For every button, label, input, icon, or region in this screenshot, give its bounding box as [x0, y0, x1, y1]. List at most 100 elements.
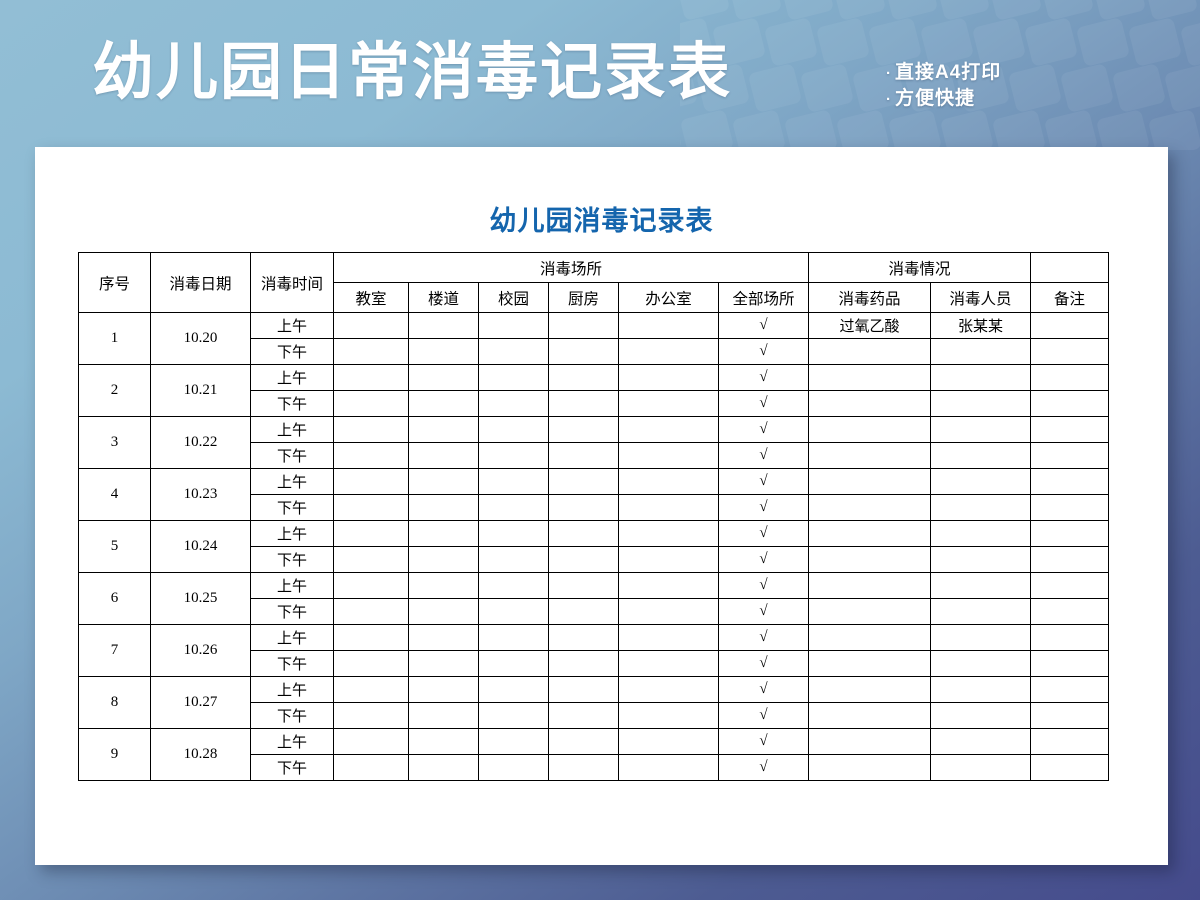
cell-date: 10.24 [150, 520, 251, 573]
cell-time-am: 上午 [250, 364, 334, 391]
table-body: 1 10.20 上午 √ 过氧乙酸 张某某 下午 √ 2 10.21 上午 √ 下午 √ 3 10.22 上午 √… [78, 312, 1110, 781]
cell-note [1030, 416, 1110, 443]
document-page: 幼儿园消毒记录表 序号 消毒日期 消毒时间 消毒场所 消毒情况 教室 楼道 校园… [35, 147, 1168, 865]
cell-office [618, 702, 719, 729]
cell-all-places: √ [717, 494, 810, 521]
cell-date: 10.28 [150, 728, 251, 781]
cell-date: 10.27 [150, 676, 251, 729]
cell-all-places: √ [717, 364, 810, 391]
keyboard-texture-decoration [680, 0, 1200, 150]
cell-staff [930, 546, 1032, 573]
cell-campus [478, 650, 549, 677]
cell-all-places: √ [717, 650, 810, 677]
cell-all-places: √ [717, 754, 810, 781]
cell-office [618, 676, 719, 703]
cell-kitchen [548, 650, 619, 677]
cell-classroom [333, 364, 409, 391]
cell-time-am: 上午 [250, 676, 334, 703]
table-row: 1 10.20 上午 √ 过氧乙酸 张某某 [78, 312, 1110, 365]
header-agent: 消毒药品 [808, 282, 932, 313]
cell-hallway [408, 364, 479, 391]
cell-time-am: 上午 [250, 728, 334, 755]
cell-classroom [333, 468, 409, 495]
header-date: 消毒日期 [150, 252, 251, 313]
cell-kitchen [548, 728, 619, 755]
header-seq: 序号 [78, 252, 151, 313]
cell-hallway [408, 728, 479, 755]
cell-agent [808, 442, 932, 469]
cell-seq: 4 [78, 468, 151, 521]
header-all-places: 全部场所 [717, 282, 810, 313]
cell-classroom [333, 390, 409, 417]
cell-classroom [333, 624, 409, 651]
cell-date: 10.20 [150, 312, 251, 365]
cell-hallway [408, 390, 479, 417]
cell-office [618, 494, 719, 521]
cell-note [1030, 390, 1110, 417]
cell-office [618, 338, 719, 365]
cell-staff [930, 338, 1032, 365]
cell-kitchen [548, 520, 619, 547]
table-row: 下午 √ [79, 702, 1110, 729]
cell-classroom [333, 676, 409, 703]
cell-time-am: 上午 [250, 624, 334, 651]
cell-staff [930, 572, 1032, 599]
bullet-dot-icon: · [886, 65, 892, 82]
header-office: 办公室 [618, 282, 719, 313]
cell-kitchen [548, 442, 619, 469]
cell-campus [478, 572, 549, 599]
cell-seq: 3 [78, 416, 151, 469]
tagline-item-1: · 直接A4打印 [886, 60, 1001, 86]
cell-note [1030, 468, 1110, 495]
page-title: 幼儿园日常消毒记录表 [92, 38, 733, 107]
header-group-blank [1030, 252, 1110, 283]
table-row: 4 10.23 上午 √ [78, 468, 1110, 521]
cell-staff: 张某某 [930, 312, 1032, 339]
cell-time-am: 上午 [250, 468, 334, 495]
cell-classroom [333, 702, 409, 729]
cell-agent [808, 624, 932, 651]
cell-all-places: √ [717, 728, 810, 755]
cell-kitchen [548, 468, 619, 495]
cell-all-places: √ [717, 572, 810, 599]
cell-all-places: √ [717, 312, 810, 339]
cell-note [1030, 546, 1110, 573]
table-title: 幼儿园消毒记录表 [489, 206, 714, 236]
cell-office [618, 728, 719, 755]
header-hallway: 楼道 [408, 282, 479, 313]
cell-campus [478, 598, 549, 625]
table-subheader-row: 教室 楼道 校园 厨房 办公室 全部场所 消毒药品 消毒人员 备注 [79, 282, 1110, 313]
cell-campus [478, 312, 549, 339]
table-row: 下午 √ [79, 546, 1110, 573]
cell-time-am: 上午 [250, 312, 334, 339]
table-head: 序号 消毒日期 消毒时间 消毒场所 消毒情况 教室 楼道 校园 厨房 办公室 全… [78, 252, 1110, 313]
table-row: 6 10.25 上午 √ [78, 572, 1110, 625]
disinfection-record-table: 序号 消毒日期 消毒时间 消毒场所 消毒情况 教室 楼道 校园 厨房 办公室 全… [78, 252, 1110, 781]
cell-agent [808, 468, 932, 495]
table-row: 9 10.28 上午 √ [78, 728, 1110, 781]
cell-kitchen [548, 546, 619, 573]
cell-kitchen [548, 702, 619, 729]
header-staff: 消毒人员 [930, 282, 1032, 313]
cell-hallway [408, 754, 479, 781]
cell-hallway [408, 650, 479, 677]
header-group-condition: 消毒情况 [808, 252, 1032, 283]
cell-time-am: 上午 [250, 520, 334, 547]
cell-hallway [408, 624, 479, 651]
cell-staff [930, 754, 1032, 781]
cell-hallway [408, 572, 479, 599]
cell-office [618, 416, 719, 443]
cell-date: 10.25 [150, 572, 251, 625]
cell-office [618, 442, 719, 469]
cell-agent [808, 338, 932, 365]
cell-campus [478, 728, 549, 755]
cell-note [1030, 650, 1110, 677]
cell-classroom [333, 754, 409, 781]
cell-campus [478, 416, 549, 443]
cell-seq: 6 [78, 572, 151, 625]
cell-all-places: √ [717, 468, 810, 495]
table-row: 下午 √ [79, 338, 1110, 365]
cell-classroom [333, 520, 409, 547]
cell-agent [808, 390, 932, 417]
cell-staff [930, 390, 1032, 417]
